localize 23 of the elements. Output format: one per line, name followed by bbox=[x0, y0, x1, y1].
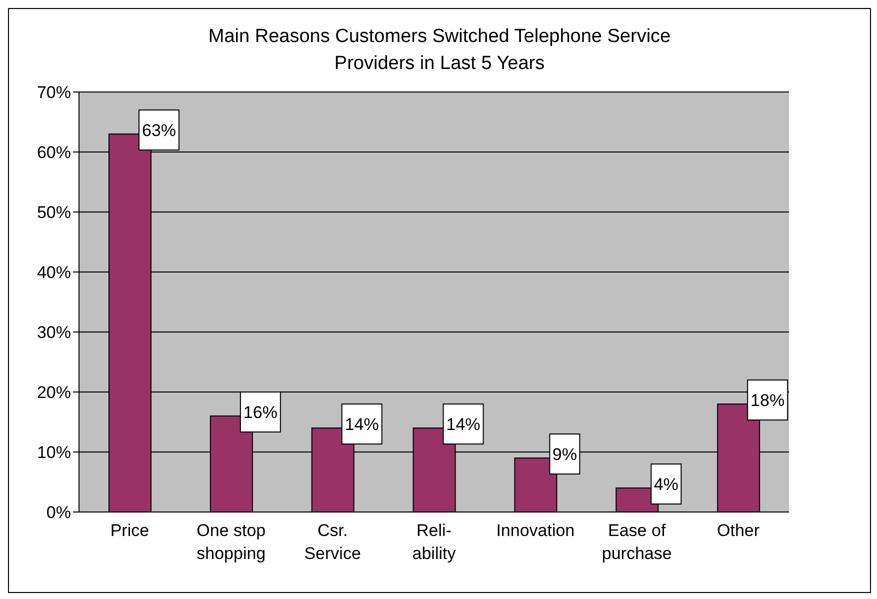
data-label: 9% bbox=[552, 445, 578, 464]
y-tick-label: 10% bbox=[36, 443, 71, 462]
y-tick-label: 60% bbox=[36, 143, 71, 162]
x-tick-label: Ease of purchase bbox=[602, 521, 672, 563]
data-label: 14% bbox=[446, 415, 480, 434]
x-tick-label: Price bbox=[110, 521, 150, 540]
y-tick-label: 30% bbox=[36, 323, 71, 342]
data-label: 63% bbox=[142, 121, 176, 140]
x-tick-label: Innovation bbox=[496, 521, 575, 540]
data-label: 4% bbox=[654, 475, 678, 494]
y-tick-label: 20% bbox=[36, 383, 71, 402]
data-label: 16% bbox=[243, 403, 278, 422]
x-tick-label: One stop shopping bbox=[196, 521, 266, 563]
chart-title: Main Reasons Customers Switched Telephone Service Providers in Last 5 Years bbox=[207, 25, 672, 76]
data-label: 18% bbox=[750, 391, 785, 410]
x-tick-label: Other bbox=[717, 521, 760, 540]
x-tick-label: Csr. Service bbox=[304, 521, 361, 563]
x-tick-label: Reli- ability bbox=[412, 521, 456, 563]
y-tick-label: 40% bbox=[36, 263, 71, 282]
data-label: 14% bbox=[344, 415, 379, 434]
y-tick-label: 0% bbox=[46, 503, 71, 522]
y-tick-label: 70% bbox=[36, 83, 71, 102]
y-tick-label: 50% bbox=[36, 203, 71, 222]
